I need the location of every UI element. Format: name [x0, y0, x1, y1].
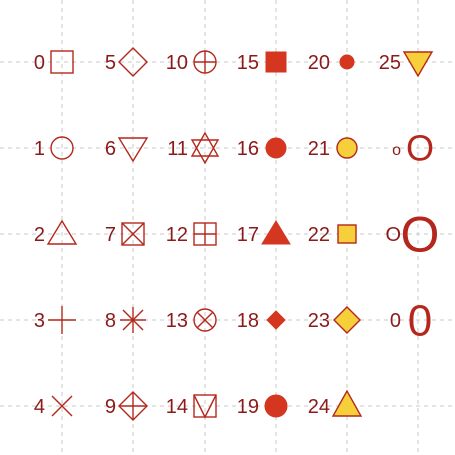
chart-point: 21 — [308, 137, 358, 160]
point-label: 20 — [308, 52, 330, 74]
glyph-mark: O — [401, 207, 440, 263]
chart-point: 9 — [105, 391, 148, 421]
point-label: o — [392, 142, 401, 159]
point-label: 5 — [105, 52, 116, 74]
chart-point: 0 — [34, 50, 74, 74]
point-label: 0 — [390, 310, 401, 332]
chart-point: 4 — [34, 395, 73, 418]
chart-point: 24 — [308, 389, 363, 418]
chart-point: 8 — [105, 307, 146, 333]
point-label: 21 — [308, 138, 330, 160]
point-label: 14 — [166, 396, 188, 418]
point-label: 3 — [34, 310, 45, 332]
point-label: 2 — [34, 224, 45, 246]
point-label: 1 — [34, 138, 45, 160]
chart-point: 1 — [34, 136, 74, 160]
point-label: 13 — [166, 310, 188, 332]
chart-points: 0123456789101112131415161718192021222324… — [34, 47, 439, 421]
point-label: 16 — [237, 138, 259, 160]
point-label: 19 — [237, 396, 259, 418]
chart-point: 14 — [166, 394, 217, 419]
point-label: 6 — [105, 138, 116, 160]
point-label: 11 — [167, 138, 188, 160]
chart-point: 11 — [167, 131, 220, 165]
chart-point: 2 — [34, 219, 78, 246]
chart-point: 3 — [34, 306, 76, 334]
glyph-mark: O — [406, 128, 434, 169]
chart-point: 25 — [379, 51, 434, 78]
chart-point: 19 — [237, 394, 288, 418]
point-label: 0 — [34, 52, 45, 74]
point-label: 23 — [308, 310, 330, 332]
point-label: 4 — [34, 396, 45, 418]
point-label: O — [385, 224, 401, 246]
point-label: 9 — [105, 396, 116, 418]
point-label: 15 — [237, 52, 259, 74]
chart-point: 12 — [166, 222, 217, 246]
chart-point: 16 — [237, 137, 287, 160]
glyph-mark: 0 — [408, 296, 432, 345]
chart-point: 18 — [237, 310, 286, 332]
point-label: 18 — [237, 310, 259, 332]
chart-point: 15 — [237, 51, 287, 74]
point-label: 25 — [379, 52, 401, 74]
point-label: 8 — [105, 310, 116, 332]
point-label: 22 — [308, 224, 330, 246]
point-label: 12 — [166, 224, 188, 246]
chart-point: 22 — [308, 224, 357, 246]
chart-point: 7 — [105, 222, 145, 246]
point-label: 7 — [105, 224, 116, 246]
chart-point: 17 — [237, 220, 291, 246]
point-label: 17 — [237, 224, 259, 246]
chart-point: 13 — [166, 308, 217, 332]
point-label: 24 — [308, 396, 330, 418]
chart-point: 23 — [308, 306, 361, 334]
chart-point: 10 — [166, 50, 217, 74]
chart-point: 5 — [105, 47, 148, 77]
point-label: 10 — [166, 52, 188, 74]
chart-point: 6 — [105, 137, 149, 163]
chart-point: 20 — [308, 52, 355, 74]
